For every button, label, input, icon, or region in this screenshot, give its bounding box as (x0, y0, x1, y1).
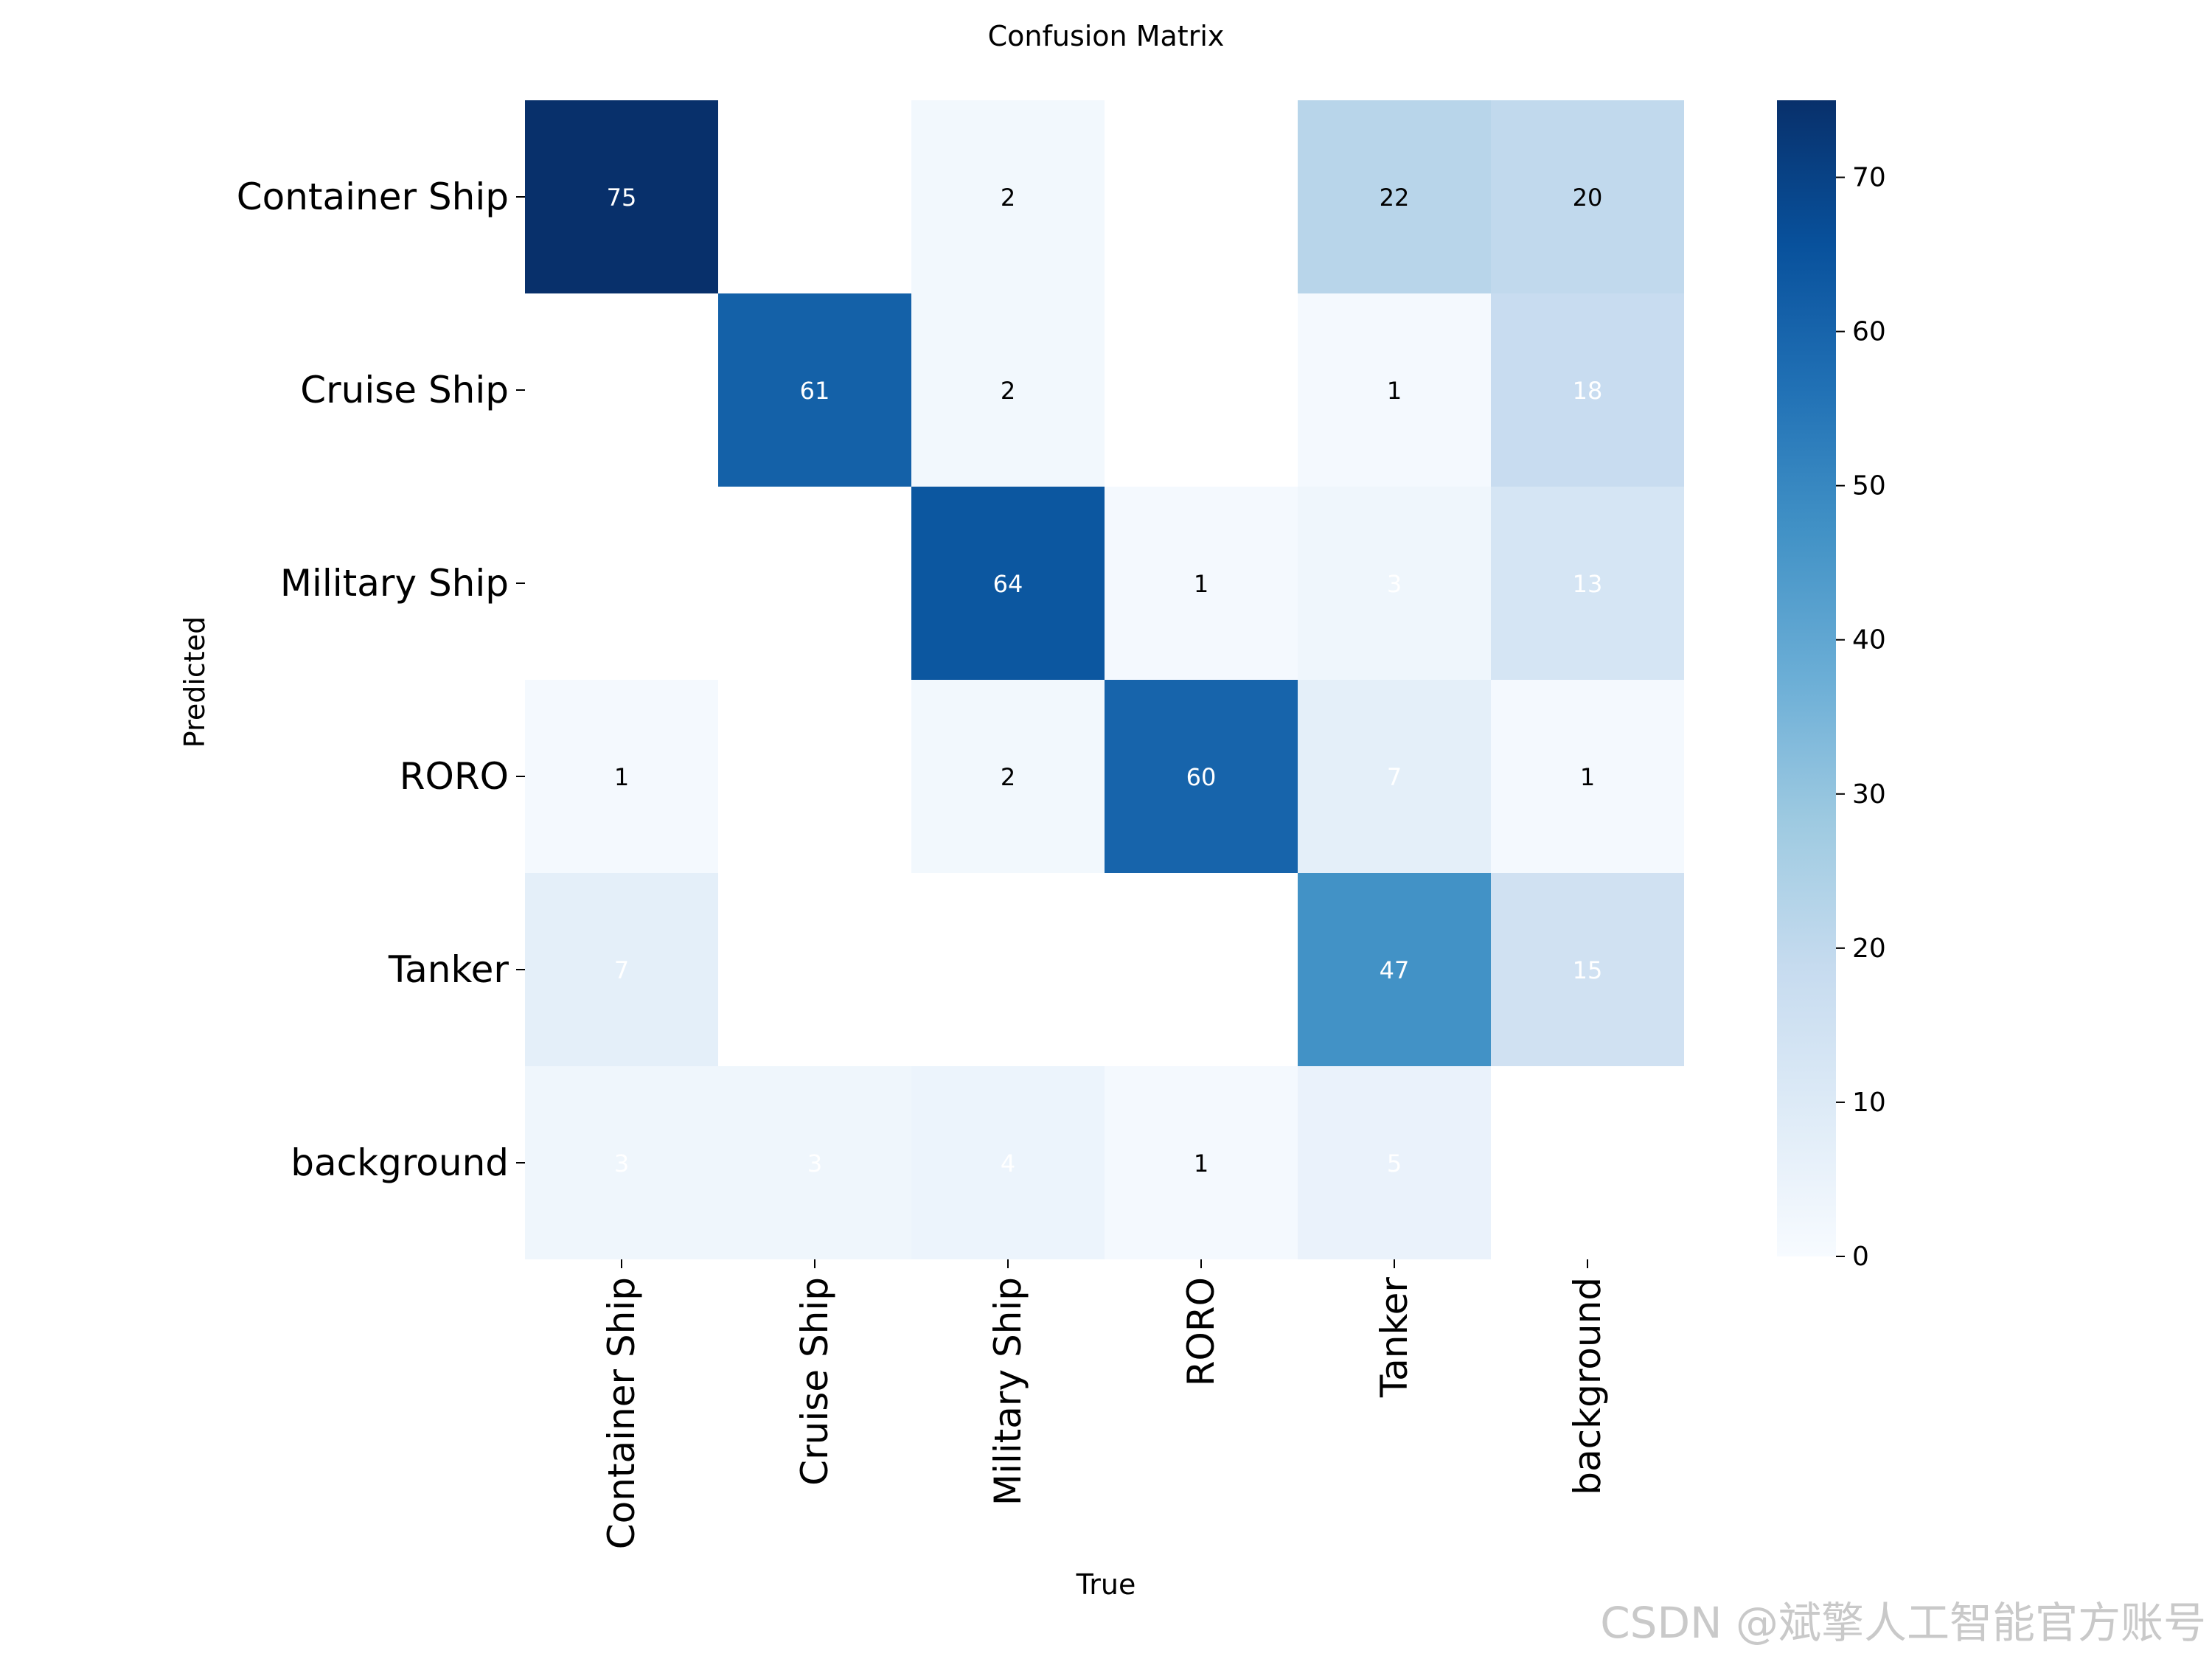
heatmap-cell (1491, 680, 1684, 873)
watermark: CSDN @斌擎人工智能官方账号 (1600, 1598, 2206, 1648)
colorbar-tick-label: 50 (1852, 471, 1886, 501)
heatmap-cell (911, 873, 1105, 1066)
heatmap-cell (1105, 100, 1298, 293)
cell-value-label: 61 (800, 377, 830, 405)
cell-value-label: 3 (1387, 570, 1402, 598)
heatmap-cell (1105, 873, 1298, 1066)
y-axis-label: Predicted (178, 616, 211, 748)
cell-value-label: 4 (1001, 1150, 1015, 1178)
heatmap-cell (911, 487, 1105, 680)
heatmap-cell (911, 1066, 1105, 1259)
cell-value-label: 15 (1573, 956, 1603, 984)
y-tick-label: Cruise Ship (300, 369, 509, 411)
colorbar-tick-label: 10 (1852, 1088, 1886, 1118)
heatmap-cell (911, 293, 1105, 487)
cell-value-label: 1 (1387, 377, 1402, 405)
cell-value-label: 64 (993, 570, 1023, 598)
cell-value-label: 13 (1573, 570, 1603, 598)
colorbar-tick-label: 60 (1852, 317, 1886, 347)
y-tick-label: Container Ship (237, 175, 509, 218)
heatmap-cell (525, 873, 718, 1066)
heatmap-cell (1105, 680, 1298, 873)
heatmap-cell (1491, 293, 1684, 487)
cell-value-label: 22 (1380, 184, 1410, 212)
heatmap-cell (1105, 1066, 1298, 1259)
cell-value-label: 2 (1001, 763, 1015, 791)
cell-value-label: 47 (1380, 956, 1410, 984)
heatmap-cell (525, 100, 718, 293)
y-tick-label: Military Ship (280, 562, 509, 605)
x-tick-label: RORO (1180, 1277, 1222, 1386)
heatmap-cell (718, 100, 911, 293)
heatmap-cell (525, 1066, 718, 1259)
heatmap-cell (1298, 680, 1491, 873)
heatmap-cell (1298, 1066, 1491, 1259)
cell-value-label: 75 (607, 184, 637, 212)
cell-value-label: 18 (1573, 377, 1603, 405)
heatmap-cell (718, 873, 911, 1066)
colorbar-ticks: 0 10 20 30 40 50 60 70 (1836, 163, 1886, 1272)
cell-value-label: 20 (1573, 184, 1603, 212)
heatmap-cell (1491, 487, 1684, 680)
heatmap-cell (911, 100, 1105, 293)
y-tick-label: RORO (400, 755, 509, 798)
heatmap-cell (1298, 293, 1491, 487)
heatmap-cell (1491, 1066, 1684, 1259)
heatmap-cell (1298, 873, 1491, 1066)
colorbar (1777, 100, 1836, 1256)
cell-value-label: 1 (614, 763, 629, 791)
x-tick-label: Cruise Ship (793, 1277, 836, 1486)
colorbar-tick-label: 20 (1852, 933, 1886, 964)
y-axis-ticks: Container Ship Cruise Ship Military Ship RO… (237, 175, 525, 1184)
heatmap-cell (1105, 293, 1298, 487)
cell-value-label: 7 (614, 956, 629, 984)
cell-value-label: 5 (1387, 1150, 1402, 1178)
heatmap-cell (1298, 487, 1491, 680)
colorbar-tick-label: 40 (1852, 625, 1886, 655)
heatmap-cell (525, 487, 718, 680)
x-tick-label: Tanker (1373, 1277, 1416, 1399)
chart-title: Confusion Matrix (988, 20, 1225, 52)
heatmap-cell (718, 293, 911, 487)
colorbar-tick-label: 30 (1852, 779, 1886, 810)
cell-value-label: 60 (1186, 763, 1217, 791)
cell-value-label: 2 (1001, 377, 1015, 405)
x-axis-label: True (1076, 1568, 1136, 1601)
cell-value-label: 1 (1194, 570, 1208, 598)
heatmap-cell (1491, 100, 1684, 293)
colorbar-tick-label: 70 (1852, 163, 1886, 193)
heatmap-cell (1298, 100, 1491, 293)
colorbar-tick-label: 0 (1852, 1242, 1869, 1272)
heatmap-cell (718, 1066, 911, 1259)
x-tick-label: Military Ship (987, 1277, 1029, 1506)
x-tick-label: Container Ship (600, 1277, 643, 1549)
y-tick-label: Tanker (388, 948, 509, 991)
y-tick-label: background (291, 1141, 509, 1184)
cell-value-label: 3 (614, 1150, 629, 1178)
cell-value-label: 1 (1194, 1150, 1208, 1178)
heatmap-cells (525, 100, 1684, 1259)
x-axis-ticks: Container Ship Cruise Ship Military Ship RO… (600, 1259, 1609, 1549)
cell-value-label: 7 (1387, 763, 1402, 791)
heatmap-cell (718, 487, 911, 680)
heatmap-cell (525, 680, 718, 873)
heatmap-cell (911, 680, 1105, 873)
heatmap-cell (1105, 487, 1298, 680)
cell-value-label: 2 (1001, 184, 1015, 212)
heatmap-cell (718, 680, 911, 873)
cell-value-label: 1 (1580, 763, 1595, 791)
heatmap-cell (1491, 873, 1684, 1066)
cell-value-label: 3 (807, 1150, 822, 1178)
x-tick-label: background (1566, 1277, 1609, 1495)
heatmap-cell (525, 293, 718, 487)
